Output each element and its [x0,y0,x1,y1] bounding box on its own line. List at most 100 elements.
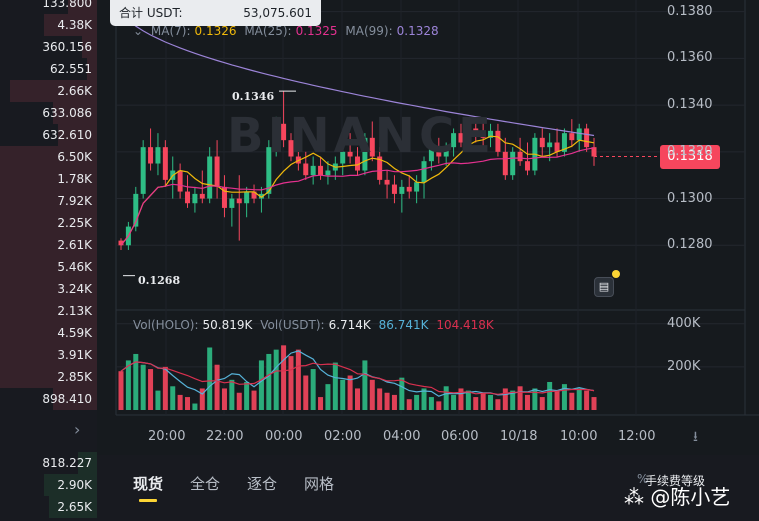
candle-up [325,170,331,176]
ask-row[interactable]: 632.610 [0,124,97,146]
fee-level-link[interactable]: 手续费等级 [645,474,706,488]
depth-bar [0,146,97,168]
ask-row[interactable]: 3.91K [0,344,97,366]
ask-row[interactable]: 633.086 [0,102,97,124]
candle-down [458,133,464,143]
ask-row[interactable]: 7.92K [0,190,97,212]
candle-up [340,151,346,164]
volume-bar [340,379,346,410]
vol-usdt-value: 6.714K [328,318,371,332]
depth-bar [0,278,97,300]
volume-bar [355,388,360,410]
volume-bar [177,394,183,410]
volume-bar [569,392,575,410]
trade-type-tabs: 现货 全仓 逐仓 网格 % 手续费等级 ⁂ @陈小艺 [97,455,759,521]
ask-row[interactable]: 2.25K [0,212,97,234]
ask-row[interactable]: 2.13K [0,300,97,322]
price-axis-label: 0.1320 [667,143,713,159]
ask-row[interactable]: 5.46K [0,256,97,278]
volume-ma2-line [120,361,595,395]
tooltip-label: 合计 USDT: [119,6,183,20]
order-quantity: 2.65K [57,500,92,514]
candle-up [547,142,553,148]
volume-bar [185,397,191,410]
high-price-marker: 0.1346 [232,90,275,103]
order-quantity: 7.92K [57,194,92,208]
time-axis-label: 10/18 [500,429,538,444]
volume-bar [428,397,434,410]
ask-row[interactable]: 360.156 [0,36,97,58]
ask-row[interactable]: 2.61K [0,234,97,256]
candle-down [318,165,324,176]
tab-cross-margin[interactable]: 全仓 [190,475,221,493]
ask-row[interactable]: 1.78K [0,168,97,190]
ma-legend-toggle-icon[interactable]: ⌄ [133,24,144,38]
order-quantity: 4.59K [57,326,92,340]
candle-up [266,147,272,194]
ask-row[interactable]: 4.38K [0,14,97,36]
tab-spot[interactable]: 现货 [133,475,164,493]
volume-bar [214,364,220,410]
time-axis-label: 04:00 [383,429,421,444]
candle-down [539,137,545,148]
volume-bar [221,388,227,410]
candle-up [576,128,582,141]
kline-chart[interactable]: BINANCE ⌄ MA(7): 0.1326 MA(25): 0.1325 MA(… [97,0,759,455]
percent-icon[interactable]: % [637,472,649,486]
candle-down [148,147,154,164]
ask-row[interactable]: 898.410 [0,388,97,410]
ask-row[interactable]: 2.66K [0,80,97,102]
candle-up [155,147,161,164]
volume-bar [125,360,131,410]
order-book: 133.800 4.38K 360.156 62.551 2.66K 633.086 632… [0,0,97,521]
ma25-label: MA(25): [244,24,292,38]
ask-row[interactable]: 3.24K [0,278,97,300]
volume-bar [510,390,516,410]
candle-down [214,156,220,187]
tab-grid[interactable]: 网格 [304,475,335,493]
depth-bar [53,102,97,124]
candle-down [554,142,560,152]
chevron-right-icon[interactable]: › [74,420,81,439]
order-quantity: 2.90K [57,478,92,492]
candle-down [473,128,479,134]
candle-up [451,133,457,148]
expand-vertical-icon[interactable]: ⭳ [693,429,698,445]
ask-row[interactable]: 133.800 [0,0,97,14]
volume-bar [451,394,457,410]
depth-bar [58,124,97,146]
total-usdt-tooltip: 合计 USDT: 53,075.601 [110,0,321,26]
time-axis-label: 10:00 [560,429,598,444]
note-icon[interactable]: ▤ [594,277,614,297]
depth-bar [0,168,97,190]
bid-row[interactable]: 2.90K [0,474,97,496]
ask-row[interactable]: 4.59K [0,322,97,344]
candle-down [281,123,287,141]
order-quantity: 3.91K [57,348,92,362]
depth-bar [43,474,97,496]
volume-bar [547,381,553,410]
candle-down [384,179,390,185]
volume-bar [554,390,560,410]
bid-row[interactable]: 2.65K [0,496,97,518]
depth-bar [87,58,97,80]
candle-up [133,193,139,227]
volume-bar [332,362,338,410]
vol-ma1-value: 86.741K [378,318,429,332]
binance-watermark: BINANCE [227,108,495,164]
ask-row[interactable]: 6.50K [0,146,97,168]
ask-row[interactable]: 2.85K [0,366,97,388]
order-quantity: 633.086 [42,106,92,120]
volume-bar [584,390,590,410]
tab-isolated-margin[interactable]: 逐仓 [247,475,278,493]
bid-row[interactable]: 818.227 [0,452,97,474]
candle-down [162,147,168,180]
candle-down [288,140,294,157]
ask-row[interactable]: 62.551 [0,58,97,80]
volume-bar [443,386,449,410]
volume-bar [384,392,390,410]
candle-down [391,184,397,194]
candle-up [399,186,405,194]
candle-up [192,193,198,204]
active-tab-indicator [139,499,157,502]
